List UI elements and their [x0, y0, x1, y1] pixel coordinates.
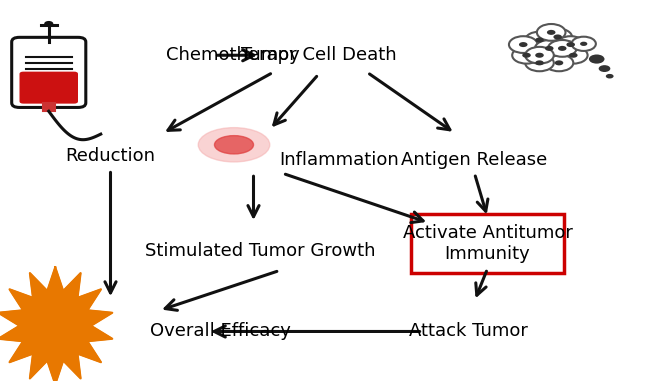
Text: Chemotherapy: Chemotherapy	[166, 46, 300, 64]
Circle shape	[535, 40, 564, 57]
Circle shape	[512, 47, 541, 64]
Circle shape	[580, 42, 588, 46]
FancyBboxPatch shape	[411, 214, 564, 274]
Circle shape	[519, 42, 528, 47]
Circle shape	[44, 21, 53, 26]
Text: Activate Antitumor
Immunity: Activate Antitumor Immunity	[402, 224, 573, 263]
Text: Antigen Release: Antigen Release	[402, 151, 547, 169]
Circle shape	[599, 65, 610, 72]
Circle shape	[537, 24, 566, 41]
Circle shape	[525, 32, 554, 48]
Circle shape	[559, 47, 588, 64]
Ellipse shape	[198, 128, 270, 162]
Text: Overall Efficacy: Overall Efficacy	[150, 322, 291, 341]
Text: Tumor Cell Death: Tumor Cell Death	[240, 46, 396, 64]
Circle shape	[509, 36, 538, 53]
Circle shape	[548, 40, 577, 57]
Circle shape	[554, 60, 564, 66]
Circle shape	[525, 47, 554, 64]
Circle shape	[535, 53, 544, 58]
Circle shape	[571, 37, 596, 51]
Text: Inflammation: Inflammation	[280, 151, 399, 169]
Circle shape	[543, 29, 572, 45]
Circle shape	[589, 54, 604, 64]
Text: Reduction: Reduction	[66, 147, 155, 165]
Text: Stimulated Tumor Growth: Stimulated Tumor Growth	[145, 242, 375, 261]
Circle shape	[525, 54, 554, 71]
Circle shape	[545, 54, 573, 71]
Circle shape	[556, 36, 585, 53]
Bar	[43, 103, 55, 111]
Circle shape	[566, 42, 575, 47]
Circle shape	[522, 53, 531, 58]
Circle shape	[606, 74, 614, 78]
Circle shape	[553, 34, 562, 40]
Polygon shape	[0, 267, 112, 381]
Circle shape	[535, 37, 544, 43]
FancyBboxPatch shape	[12, 37, 86, 107]
FancyBboxPatch shape	[20, 72, 78, 104]
Circle shape	[545, 46, 554, 51]
Circle shape	[569, 53, 578, 58]
Text: Attack Tumor: Attack Tumor	[409, 322, 527, 341]
Circle shape	[535, 60, 544, 66]
Ellipse shape	[214, 136, 254, 154]
Circle shape	[547, 30, 556, 35]
Circle shape	[558, 46, 567, 51]
